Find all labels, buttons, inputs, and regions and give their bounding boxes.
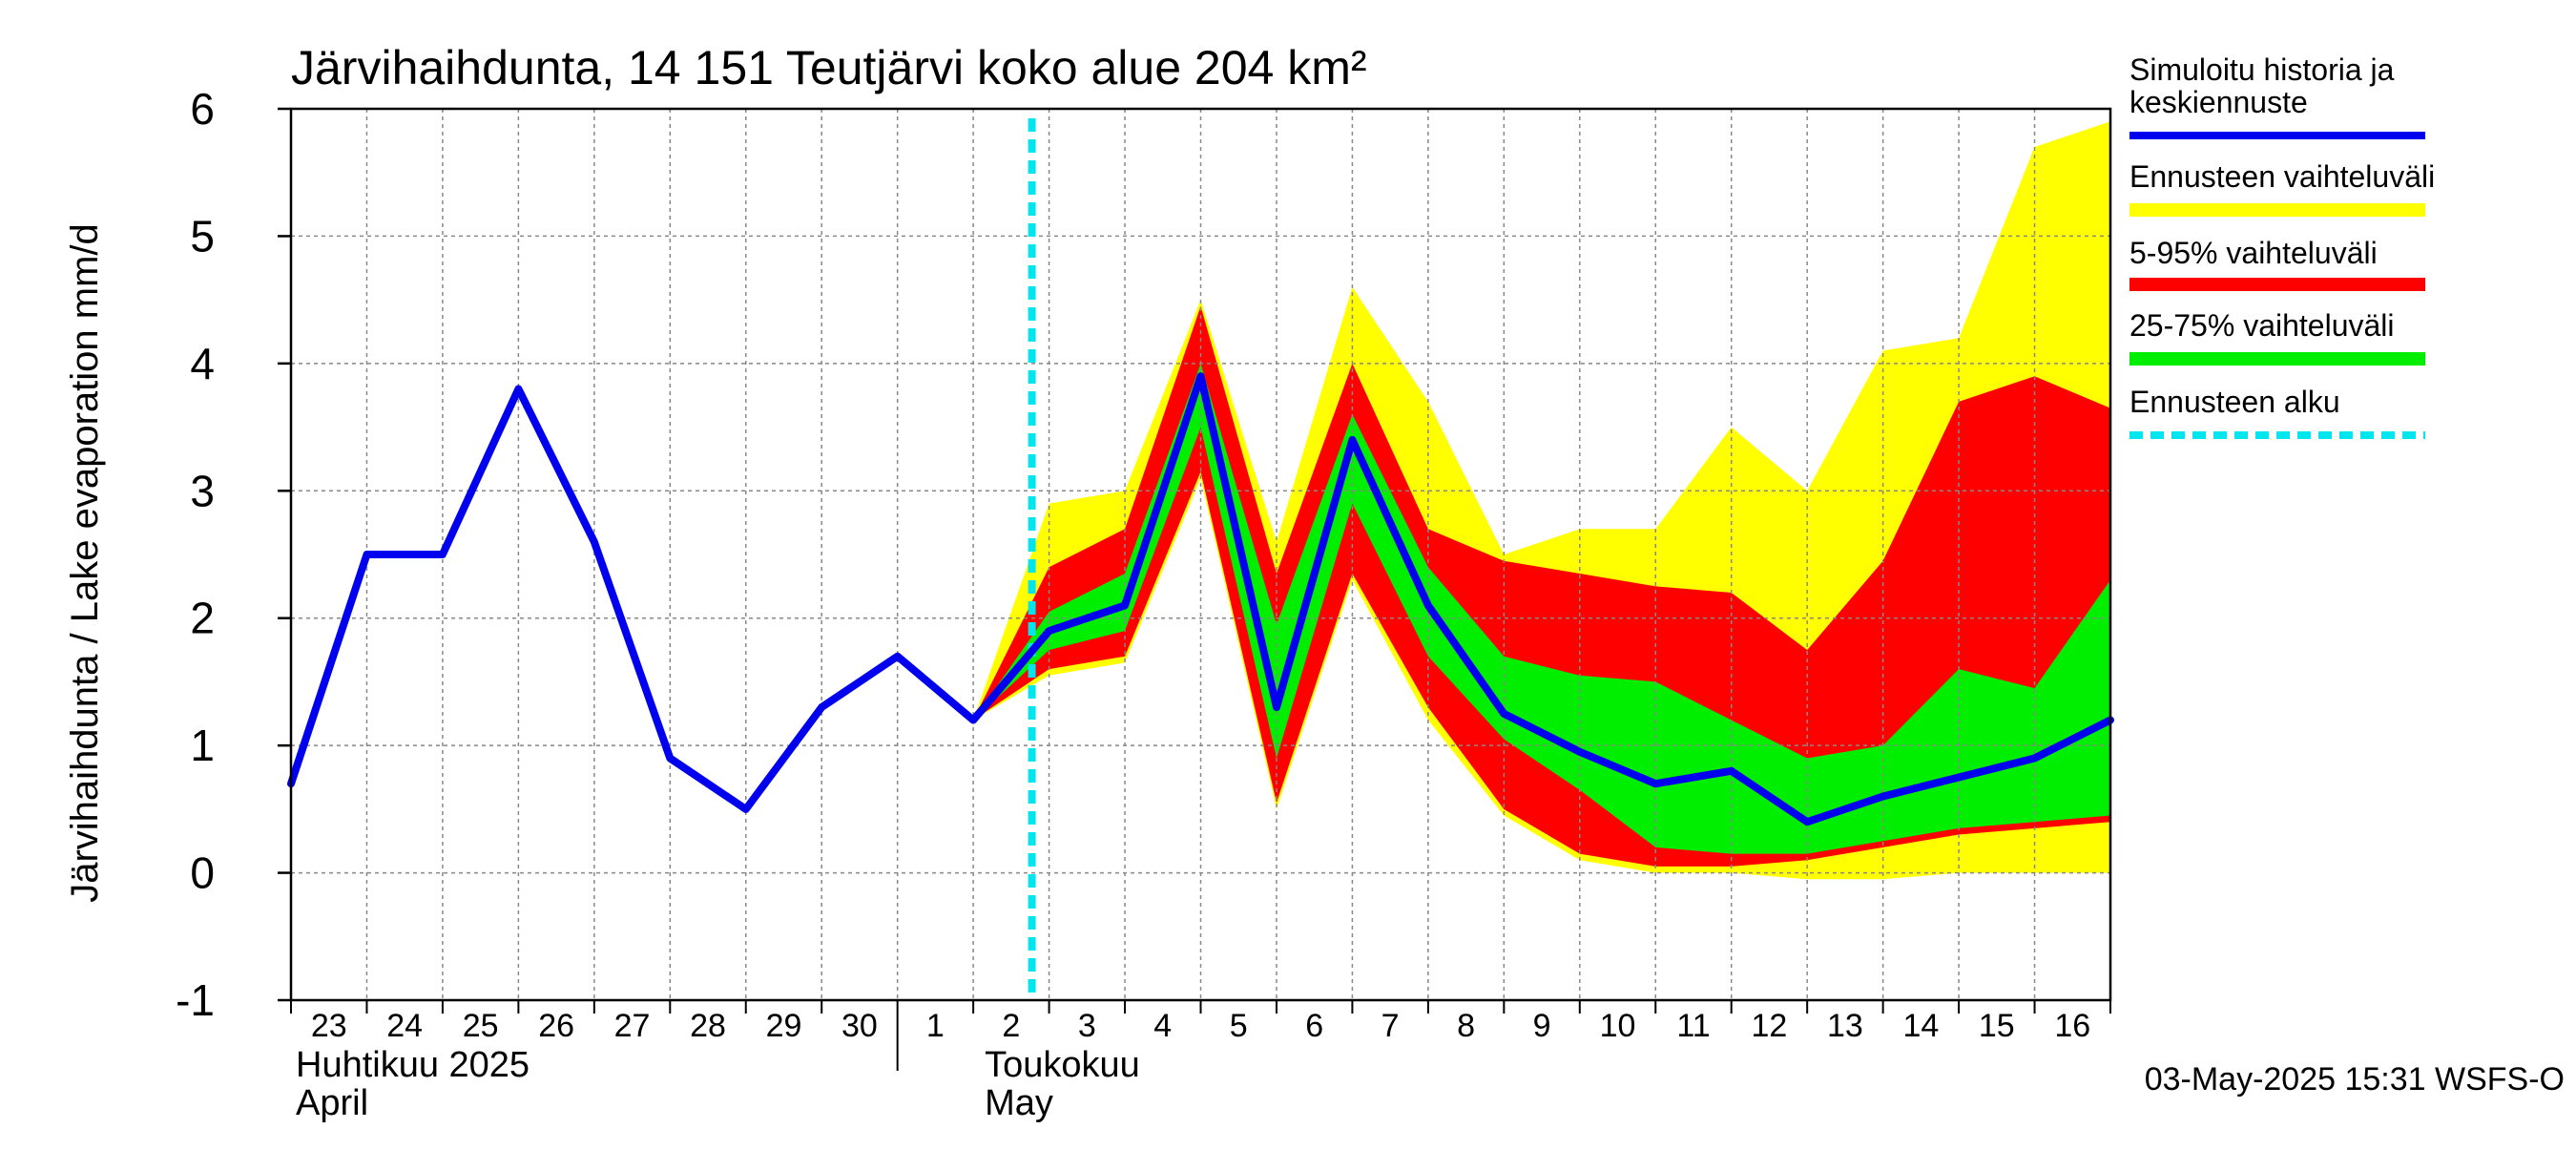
x-tick-label: 5 bbox=[1230, 1008, 1248, 1044]
x-tick-label: 3 bbox=[1078, 1008, 1096, 1044]
legend-label: keskiennuste bbox=[2129, 85, 2308, 119]
y-tick-label: 4 bbox=[190, 339, 215, 388]
x-tick-label: 2 bbox=[1002, 1008, 1020, 1044]
x-tick-label: 16 bbox=[2054, 1008, 2090, 1044]
bands-layer bbox=[973, 121, 2110, 880]
x-tick-label: 25 bbox=[463, 1008, 499, 1044]
x-tick-label: 7 bbox=[1381, 1008, 1400, 1044]
legend-label: Ennusteen vaihteluväli bbox=[2129, 159, 2435, 194]
grid-layer bbox=[291, 108, 2110, 1000]
legend-label: Ennusteen alku bbox=[2129, 385, 2340, 419]
x-tick-label: 23 bbox=[311, 1008, 347, 1044]
y-tick-label: 5 bbox=[190, 211, 215, 261]
x-tick-label: 9 bbox=[1533, 1008, 1551, 1044]
band-5-95 bbox=[973, 305, 2110, 867]
month-label-en: April bbox=[296, 1083, 368, 1123]
x-tick-label: 24 bbox=[386, 1008, 423, 1044]
series-history-line bbox=[287, 372, 2114, 826]
x-tick-label: 11 bbox=[1676, 1008, 1710, 1044]
month-label-en: May bbox=[985, 1083, 1053, 1123]
chart-title: Järvihaihdunta, 14 151 Teutjärvi koko al… bbox=[291, 41, 1367, 94]
month-label-fi: Huhtikuu 2025 bbox=[296, 1045, 530, 1085]
x-tick-label: 28 bbox=[690, 1008, 726, 1044]
legend-label: Simuloitu historia ja bbox=[2129, 52, 2395, 87]
y-tick-label: 2 bbox=[190, 594, 215, 643]
y-tick-label: 1 bbox=[190, 721, 215, 770]
x-tick-label: 27 bbox=[614, 1008, 651, 1044]
y-tick-label: -1 bbox=[176, 975, 215, 1025]
x-tick-label: 29 bbox=[766, 1008, 802, 1044]
legend-label: 25-75% vaihteluväli bbox=[2129, 308, 2395, 343]
x-tick-label: 30 bbox=[841, 1008, 878, 1044]
month-label-fi: Toukokuu bbox=[985, 1045, 1140, 1085]
x-tick-label: 12 bbox=[1752, 1008, 1788, 1044]
x-tick-label: 8 bbox=[1457, 1008, 1475, 1044]
y-axis-label: Järvihaihdunta / Lake evaporation mm/d bbox=[64, 223, 106, 903]
x-tick-label: 14 bbox=[1902, 1008, 1939, 1044]
x-tick-label: 4 bbox=[1153, 1008, 1172, 1044]
legend-label: 5-95% vaihteluväli bbox=[2129, 236, 2378, 270]
x-tick-label: 15 bbox=[1979, 1008, 2015, 1044]
band-25-75 bbox=[973, 363, 2110, 854]
x-tick-label: 10 bbox=[1600, 1008, 1636, 1044]
history-layer bbox=[287, 372, 2114, 826]
x-tick-label: 1 bbox=[926, 1008, 945, 1044]
x-tick-label: 6 bbox=[1305, 1008, 1323, 1044]
y-tick-label: 3 bbox=[190, 466, 215, 515]
y-tick-label: 6 bbox=[190, 84, 215, 134]
x-tick-label: 13 bbox=[1827, 1008, 1863, 1044]
x-tick-label: 26 bbox=[538, 1008, 574, 1044]
timestamp: 03-May-2025 15:31 WSFS-O bbox=[2145, 1061, 2565, 1098]
y-tick-label: 0 bbox=[190, 848, 215, 898]
